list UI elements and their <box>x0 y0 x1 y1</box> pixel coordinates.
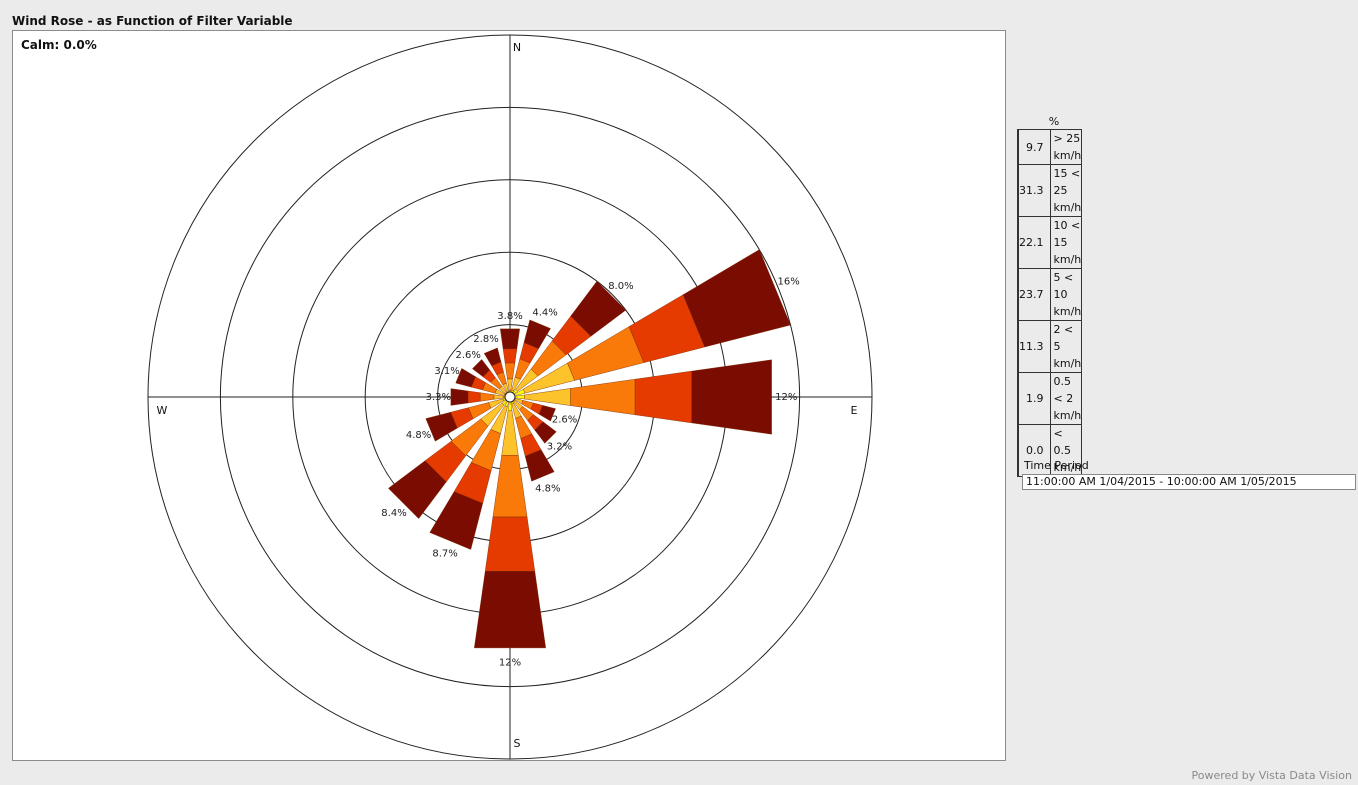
petal-segment <box>502 348 518 364</box>
center-circle <box>504 391 516 403</box>
legend-row: 0.0 < 0.5 km/h <box>1017 424 1083 477</box>
legend-percent: 1.9 <box>1018 372 1051 425</box>
petal-segment <box>425 411 458 442</box>
calm-label: Calm: 0.0% <box>21 38 97 52</box>
petal-label: 2.6% <box>455 350 480 361</box>
petal-label: 4.8% <box>535 483 560 494</box>
legend-label: 2 < 5 km/h <box>1049 320 1083 373</box>
time-period-field: 11:00:00 AM 1/04/2015 - 10:00:00 AM 1/05… <box>1022 474 1356 490</box>
petal-label: 2.6% <box>552 415 577 426</box>
petal-segment <box>691 359 772 435</box>
legend-percent: 23.7 <box>1018 268 1051 321</box>
petal-segment <box>450 388 469 406</box>
legend-row: 11.3 2 < 5 km/h <box>1017 320 1083 373</box>
petal-segment <box>472 359 491 378</box>
legend-percent: 22.1 <box>1018 216 1051 269</box>
legend-label: 5 < 10 km/h <box>1049 268 1083 321</box>
petal-segment <box>500 328 520 349</box>
petal-label: 8.0% <box>608 281 633 292</box>
legend-label: 10 < 15 km/h <box>1049 216 1083 269</box>
petal-segment <box>484 516 536 572</box>
petal-segment <box>634 370 692 424</box>
petal-segment <box>538 405 556 422</box>
petal-segment <box>474 571 546 649</box>
petal-segment <box>467 390 481 404</box>
petal-segment <box>534 421 557 444</box>
legend-row: 31.3 15 < 25 km/h <box>1017 164 1083 217</box>
legend-label: 0.5 < 2 km/h <box>1049 372 1083 425</box>
legend-percent: 11.3 <box>1018 320 1051 373</box>
legend-percent: 9.7 <box>1018 129 1051 165</box>
petal-segment <box>570 378 636 416</box>
compass-label: N <box>513 41 521 54</box>
petal-segment <box>504 362 516 380</box>
legend-row: 22.1 10 < 15 km/h <box>1017 216 1083 269</box>
petal-segment <box>524 449 555 482</box>
footer-credit: Powered by Vista Data Vision <box>1191 769 1352 782</box>
compass-label: E <box>851 404 858 417</box>
petal-label: 3.2% <box>547 441 572 452</box>
legend-label: 15 < 25 km/h <box>1049 164 1083 217</box>
compass-label: W <box>157 404 168 417</box>
petal-segment <box>388 460 447 519</box>
petal-segment <box>493 394 504 400</box>
legend-row: 9.7 > 25 km/h <box>1017 129 1083 165</box>
time-period-label: Time Period <box>1024 459 1089 472</box>
legend-percent: 31.3 <box>1018 164 1051 217</box>
petal-segment <box>455 368 476 388</box>
petal-label: 8.7% <box>432 549 457 560</box>
petal-label: 3.3% <box>426 392 451 403</box>
petal-label: 16% <box>777 277 799 288</box>
legend-table: 9.7 > 25 km/h 31.3 15 < 25 km/h 22.1 10 < 15 … <box>1017 129 1083 477</box>
petal-label: 12% <box>775 392 797 403</box>
petal-segment <box>479 392 495 402</box>
petal-segment <box>570 280 627 337</box>
legend-swatch <box>1017 424 1019 477</box>
petal-segment <box>492 455 528 518</box>
legend-percent: 0.0 <box>1018 424 1051 477</box>
petal-label: 4.4% <box>532 307 557 318</box>
legend-row: 23.7 5 < 10 km/h <box>1017 268 1083 321</box>
petal-label: 2.8% <box>473 334 498 345</box>
petal-label: 3.1% <box>434 366 459 377</box>
legend-label: > 25 km/h <box>1049 129 1083 165</box>
legend-row: 1.9 0.5 < 2 km/h <box>1017 372 1083 425</box>
petal-label: 12% <box>499 657 521 668</box>
petal-segment <box>682 249 791 348</box>
petal-label: 3.8% <box>497 311 522 322</box>
petal-segment <box>429 491 483 550</box>
legend-label: < 0.5 km/h <box>1049 424 1083 477</box>
chart-title: Wind Rose - as Function of Filter Variab… <box>12 14 293 28</box>
petal-segment <box>507 378 513 391</box>
legend-header: % <box>1048 115 1060 128</box>
petal-label: 8.4% <box>381 508 406 519</box>
petal-segment <box>483 347 502 367</box>
petal-label: 4.8% <box>406 430 431 441</box>
petal-segment <box>523 319 551 349</box>
compass-label: S <box>514 737 521 750</box>
